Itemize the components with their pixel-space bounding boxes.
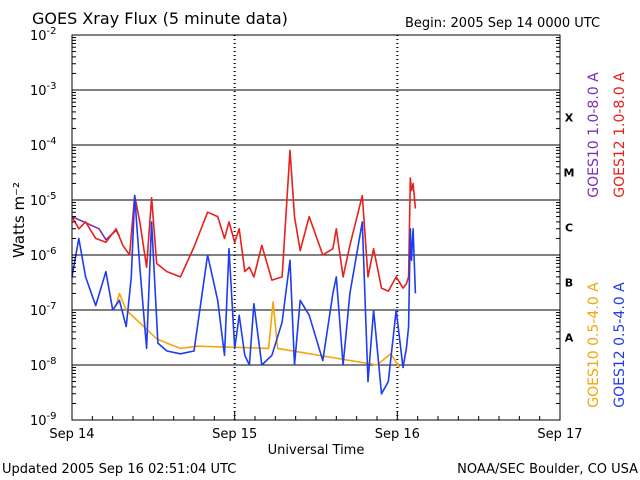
legend-label: GOES12 1.0-8.0 A: [612, 72, 628, 198]
series-line: [71, 194, 417, 395]
series-line: [115, 292, 401, 368]
credit: NOAA/SEC Boulder, CO USA: [457, 462, 638, 477]
flare-class-label: B: [565, 277, 573, 290]
updated-time: Updated 2005 Sep 16 02:51:04 UTC: [2, 462, 236, 477]
legend: GOES10 1.0-8.0 A GOES12 1.0-8.0 A GOES10 0…: [586, 72, 628, 408]
y-tick-label: 10-4: [30, 136, 57, 154]
legend-label: GOES10 0.5-4.0 A: [586, 282, 602, 408]
y-tick-label: 10-6: [30, 246, 57, 264]
grid: [72, 34, 560, 421]
chart-title: GOES Xray Flux (5 minute data): [32, 9, 288, 28]
flare-class-label: C: [565, 222, 573, 235]
series-lines: [71, 149, 417, 395]
y-tick-label: 10-3: [30, 81, 57, 99]
x-tick-label: Sep 17: [537, 427, 582, 442]
y-tick-label: 10-2: [30, 26, 57, 44]
y-axis-label: Watts m⁻²: [10, 182, 28, 258]
plot-frame: [71, 34, 561, 421]
x-tick-label: Sep 14: [49, 427, 94, 442]
y-tick-label: 10-5: [30, 191, 57, 209]
legend-label: GOES10 1.0-8.0 A: [586, 72, 602, 198]
begin-time: Begin: 2005 Sep 14 0000 UTC: [405, 16, 600, 31]
x-tick-label: Sep 16: [375, 427, 420, 442]
legend-label: GOES12 0.5-4.0 A: [612, 282, 628, 408]
x-tick-label: Sep 15: [212, 427, 257, 442]
y-tick-label: 10-7: [30, 301, 57, 319]
y-tick-label: 10-8: [30, 356, 57, 374]
x-axis-label: Universal Time: [268, 443, 365, 458]
flare-class-label: A: [565, 332, 574, 345]
flare-class-label: X: [565, 112, 574, 125]
flare-class-label: M: [564, 167, 575, 180]
